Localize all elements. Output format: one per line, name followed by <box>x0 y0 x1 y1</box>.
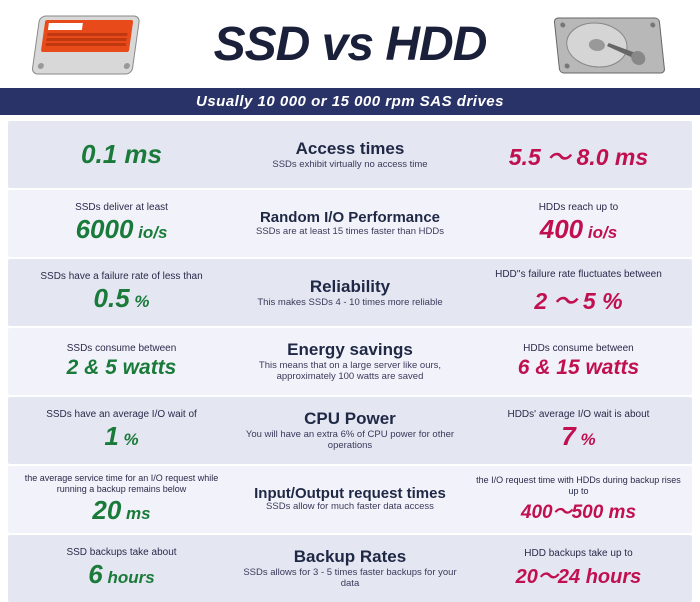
hdd-pre: HDD backups take up to <box>471 548 686 560</box>
ssd-value: 0.1 ms <box>14 139 229 170</box>
hdd-num: 400 <box>540 214 583 244</box>
row-title: Access times <box>233 139 467 159</box>
row-cpu-power: SSDs have an average I/O wait of 1 % CPU… <box>8 397 692 464</box>
hdd-value: 20～24 hours <box>471 560 686 589</box>
subtitle-bar: Usually 10 000 or 15 000 rpm SAS drives <box>0 88 700 115</box>
row-title: Backup Rates <box>233 547 467 567</box>
ssd-pre: the average service time for an I/O requ… <box>14 473 229 494</box>
row-desc: SSDs are at least 15 times faster than H… <box>233 227 467 238</box>
row-access-times: 0.1 ms Access times SSDs exhibit virtual… <box>8 121 692 188</box>
ssd-unit: % <box>130 292 150 311</box>
row-desc: This makes SSDs 4 - 10 times more reliab… <box>233 298 467 309</box>
row-random-io: SSDs deliver at least 6000 io/s Random I… <box>8 190 692 257</box>
ssd-pre: SSDs deliver at least <box>14 202 229 214</box>
header: SSD vs HDD <box>0 0 700 88</box>
row-desc: SSDs allows for 3 - 5 times faster backu… <box>233 568 467 590</box>
hdd-value: 5.5 ～ 8.0 ms <box>471 138 686 172</box>
ssd-num: 6000 <box>76 214 134 244</box>
row-desc: SSDs exhibit virtually no access time <box>233 160 467 171</box>
row-energy: SSDs consume between 2 & 5 watts Energy … <box>8 328 692 395</box>
ssd-unit: ms <box>121 504 150 523</box>
hdd-image <box>540 7 680 82</box>
ssd-num: 20 <box>92 495 121 525</box>
hdd-value: 6 & 15 watts <box>471 356 686 380</box>
row-title: Input/Output request times <box>233 486 467 501</box>
ssd-unit: hours <box>103 568 155 587</box>
row-title: CPU Power <box>233 409 467 429</box>
main-title: SSD vs HDD <box>214 17 487 72</box>
ssd-num: 6 <box>88 559 102 589</box>
ssd-pre: SSDs have an average I/O wait of <box>14 409 229 421</box>
hdd-num: 7 <box>561 421 575 451</box>
row-desc: This means that on a large server like o… <box>233 361 467 383</box>
hdd-value: 400～500 ms <box>471 497 686 524</box>
row-title: Random I/O Performance <box>233 209 467 226</box>
hdd-unit: io/s <box>583 223 617 242</box>
row-backup-rates: SSD backups take about 6 hours Backup Ra… <box>8 535 692 602</box>
ssd-unit: % <box>119 430 139 449</box>
hdd-pre: HDDs reach up to <box>471 202 686 214</box>
row-desc: SSDs allow for much faster data access <box>233 502 467 513</box>
ssd-num: 0.5 <box>94 283 130 313</box>
ssd-value: 2 & 5 watts <box>14 356 229 380</box>
row-title: Reliability <box>233 277 467 297</box>
ssd-pre: SSDs have a failure rate of less than <box>14 271 229 283</box>
comparison-rows: 0.1 ms Access times SSDs exhibit virtual… <box>0 115 700 602</box>
hdd-pre: HDDs' average I/O wait is about <box>471 409 686 421</box>
hdd-pre: the I/O request time with HDDs during ba… <box>471 475 686 496</box>
row-io-request: the average service time for an I/O requ… <box>8 466 692 533</box>
hdd-pre: HDDs consume between <box>471 343 686 355</box>
row-desc: You will have an extra 6% of CPU power f… <box>233 430 467 452</box>
hdd-pre: HDD''s failure rate fluctuates between <box>471 269 686 281</box>
ssd-pre: SSDs consume between <box>14 343 229 355</box>
row-title: Energy savings <box>233 340 467 360</box>
hdd-unit: % <box>576 430 596 449</box>
ssd-unit: io/s <box>133 223 167 242</box>
hdd-value: 2 ～ 5 % <box>471 282 686 316</box>
row-reliability: SSDs have a failure rate of less than 0.… <box>8 259 692 326</box>
ssd-pre: SSD backups take about <box>14 547 229 559</box>
ssd-num: 1 <box>104 421 118 451</box>
ssd-image <box>20 7 160 82</box>
